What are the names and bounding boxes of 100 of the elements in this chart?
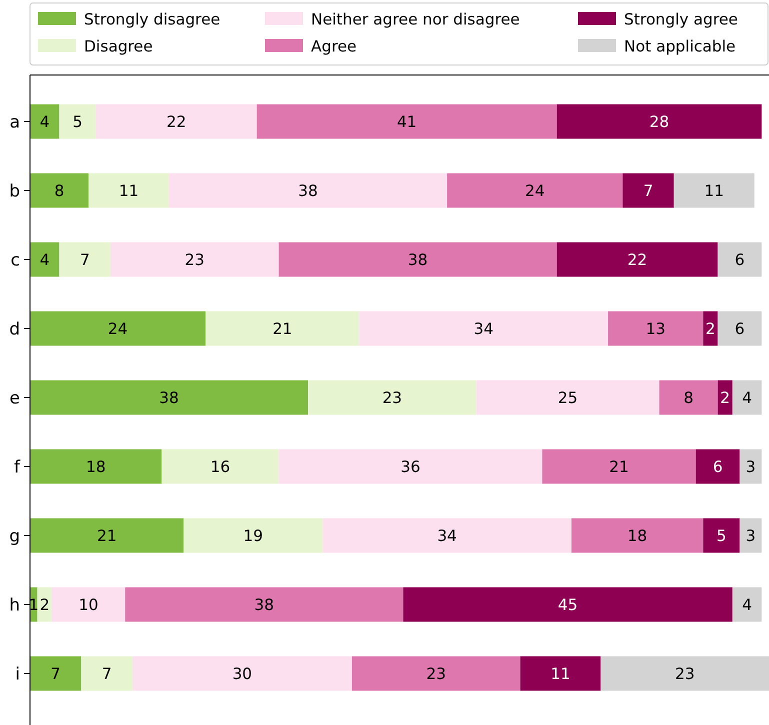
data-label: 18 xyxy=(627,526,648,545)
bar xyxy=(556,242,718,277)
data-label: 4 xyxy=(40,250,50,269)
bar xyxy=(571,518,704,553)
data-label: 22 xyxy=(627,250,648,269)
bar xyxy=(542,449,696,484)
bar xyxy=(622,173,674,208)
data-label: 2 xyxy=(40,596,50,614)
data-label: 36 xyxy=(400,458,420,476)
data-label: 10 xyxy=(78,596,98,614)
data-label: 24 xyxy=(108,320,128,338)
data-label: 41 xyxy=(396,112,417,131)
data-label: 3 xyxy=(746,526,756,545)
data-label: 8 xyxy=(54,182,64,200)
bar xyxy=(132,656,352,691)
bar xyxy=(696,449,740,484)
data-label: 7 xyxy=(643,182,654,200)
data-label: 23 xyxy=(382,388,402,407)
data-label: 21 xyxy=(96,526,117,545)
data-label: 38 xyxy=(254,596,274,614)
data-label: 25 xyxy=(558,388,578,407)
bar xyxy=(740,518,762,553)
bar xyxy=(718,380,732,415)
data-label: 1 xyxy=(28,596,39,614)
bar xyxy=(110,242,279,277)
data-label: 5 xyxy=(72,112,82,131)
data-label: 5 xyxy=(716,526,726,545)
data-label: 7 xyxy=(102,664,112,683)
bar xyxy=(556,104,762,139)
bar xyxy=(162,449,279,484)
bar xyxy=(308,380,476,415)
data-label: 23 xyxy=(674,664,695,683)
bar xyxy=(403,587,732,622)
bar xyxy=(30,518,184,553)
data-label: 2 xyxy=(706,320,716,338)
bar xyxy=(659,380,718,415)
data-label: 38 xyxy=(298,182,318,200)
y-tick-label: f xyxy=(14,457,21,478)
bar xyxy=(278,242,557,277)
bar xyxy=(184,518,323,553)
bar xyxy=(476,380,660,415)
data-label: 24 xyxy=(524,182,545,200)
data-label: 11 xyxy=(704,182,724,200)
data-label: 6 xyxy=(734,320,745,338)
legend-label: Agree xyxy=(311,37,357,56)
bar xyxy=(718,242,762,277)
bar xyxy=(256,104,557,139)
legend-label: Strongly disagree xyxy=(84,10,220,28)
legend-label: Disagree xyxy=(84,37,153,56)
bar xyxy=(674,173,754,208)
bar xyxy=(37,587,52,622)
legend-label: Neither agree nor disagree xyxy=(311,10,520,28)
y-tick-label: i xyxy=(15,664,20,684)
y-tick-label: g xyxy=(9,526,20,546)
data-label: 18 xyxy=(86,458,106,476)
y-tick-label: a xyxy=(10,112,20,132)
data-label: 11 xyxy=(118,182,139,200)
y-tick-label: c xyxy=(10,250,20,270)
data-label: 30 xyxy=(232,664,252,683)
data-label: 28 xyxy=(649,112,670,131)
bar xyxy=(59,242,110,277)
data-label: 4 xyxy=(40,112,50,131)
data-label: 22 xyxy=(166,112,186,131)
data-label: 4 xyxy=(742,388,752,407)
bar xyxy=(352,656,520,691)
bar xyxy=(608,311,704,346)
bar xyxy=(30,656,82,691)
bar xyxy=(520,656,601,691)
data-label: 7 xyxy=(80,250,90,269)
data-label: 45 xyxy=(558,596,578,614)
bar xyxy=(447,173,623,208)
data-label: 2 xyxy=(720,388,730,407)
bar xyxy=(96,104,257,139)
bar xyxy=(125,587,404,622)
data-label: 38 xyxy=(159,388,179,407)
data-label: 4 xyxy=(742,596,752,614)
data-label: 21 xyxy=(272,320,292,338)
data-label: 34 xyxy=(437,526,457,545)
legend-label: Not applicable xyxy=(624,37,736,56)
bar xyxy=(206,311,360,346)
bar xyxy=(732,380,762,415)
data-label: 16 xyxy=(210,458,230,476)
y-tick-label: h xyxy=(9,595,20,616)
data-label: 19 xyxy=(243,526,264,545)
bar xyxy=(703,311,718,346)
bar xyxy=(30,380,308,415)
bar xyxy=(740,449,762,484)
bar xyxy=(278,449,542,484)
y-tick-label: b xyxy=(9,181,20,202)
data-label: 11 xyxy=(550,664,570,683)
bar xyxy=(322,518,572,553)
bar xyxy=(30,311,206,346)
legend-label: Strongly agree xyxy=(624,10,738,28)
data-label: 23 xyxy=(426,664,446,683)
data-label: 7 xyxy=(50,664,61,683)
data-label: 13 xyxy=(646,320,666,338)
data-label: 34 xyxy=(474,320,494,338)
data-label: 3 xyxy=(746,458,756,476)
data-label: 6 xyxy=(734,250,745,269)
data-label: 23 xyxy=(184,250,204,269)
